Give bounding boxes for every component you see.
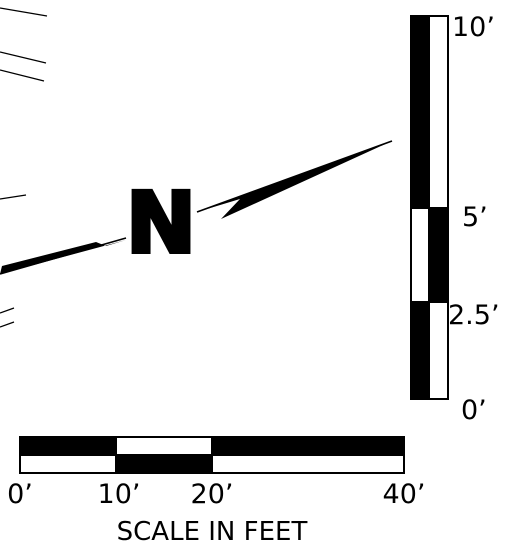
horizontal-bar-segment xyxy=(115,454,213,474)
vertical-label-0ft: 0’ xyxy=(461,395,487,426)
horizontal-scale-bar xyxy=(19,436,405,474)
vertical-bar-segment xyxy=(410,15,430,209)
horizontal-bar-segment xyxy=(115,436,213,456)
edge-line xyxy=(0,7,48,17)
vertical-bar-segment xyxy=(410,301,430,400)
vertical-bar-segment xyxy=(410,207,430,303)
horizontal-label-10ft: 10’ xyxy=(98,479,141,510)
horizontal-label-20ft: 20’ xyxy=(191,479,234,510)
horizontal-bar-segment xyxy=(211,436,405,456)
vertical-label-2-5ft: 2.5’ xyxy=(448,300,500,331)
vertical-bar-segment xyxy=(428,301,449,400)
edge-line xyxy=(0,307,15,314)
horizontal-label-0ft: 0’ xyxy=(7,479,33,510)
edge-line xyxy=(0,194,27,200)
scale-caption: SCALE IN FEET xyxy=(117,517,308,547)
horizontal-label-40ft: 40’ xyxy=(383,479,426,510)
vertical-label-10ft: 10’ xyxy=(452,12,495,43)
vertical-label-5ft: 5’ xyxy=(462,202,488,233)
north-letter: N xyxy=(126,174,196,272)
edge-linework xyxy=(0,7,48,328)
edge-line xyxy=(0,321,15,328)
horizontal-bar-segment xyxy=(19,454,117,474)
vertical-scale-bar xyxy=(410,15,449,400)
north-arrow-line xyxy=(0,237,127,275)
vertical-bar-segment xyxy=(428,207,449,303)
edge-line xyxy=(0,69,45,82)
vertical-bar-outline xyxy=(410,15,449,400)
north-arrow-head xyxy=(197,141,392,219)
vertical-bar-segment xyxy=(428,15,449,209)
edge-line xyxy=(0,51,47,64)
horizontal-bar-segment xyxy=(19,436,117,456)
horizontal-bar-segment xyxy=(211,454,405,474)
north-arrow: N xyxy=(0,140,393,275)
horizontal-bar-outline xyxy=(19,436,405,474)
